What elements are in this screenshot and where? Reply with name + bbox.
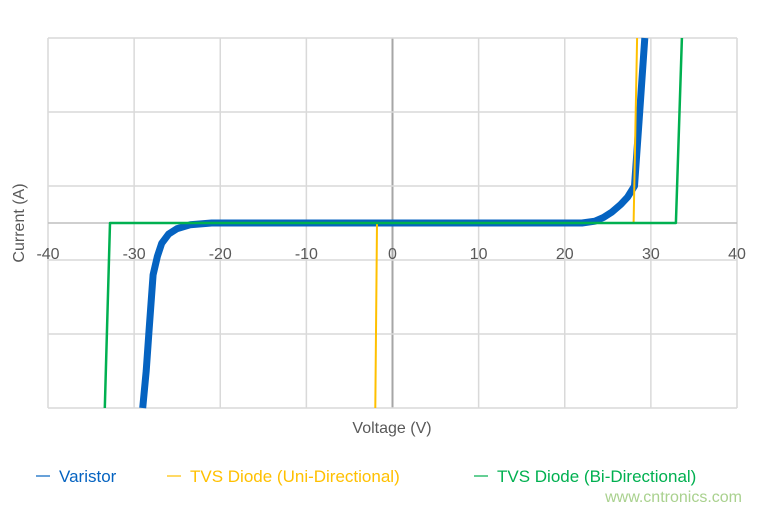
x-tick-label: -10 <box>295 246 318 263</box>
x-tick-label: -40 <box>36 246 59 263</box>
x-tick-labels: -40 -30 -20 -10 0 10 20 30 40 <box>36 246 746 263</box>
x-tick-label: 30 <box>642 246 660 263</box>
x-tick-label: -20 <box>209 246 232 263</box>
x-tick-label: 20 <box>556 246 574 263</box>
legend-label: Varistor <box>59 467 117 486</box>
watermark: www.cntronics.com <box>604 489 742 506</box>
x-axis-label: Voltage (V) <box>352 420 431 437</box>
x-tick-label: 40 <box>728 246 746 263</box>
legend: Varistor TVS Diode (Uni-Directional) TVS D… <box>36 467 696 486</box>
x-tick-label: 0 <box>388 246 397 263</box>
series-line-tvs-diode-bi-directional- <box>103 37 684 409</box>
series-lines <box>103 37 684 409</box>
legend-label: TVS Diode (Uni-Directional) <box>190 467 400 486</box>
y-axis-label: Current (A) <box>11 183 28 262</box>
x-tick-label: -30 <box>123 246 146 263</box>
legend-label: TVS Diode (Bi-Directional) <box>497 467 696 486</box>
x-tick-label: 10 <box>470 246 488 263</box>
